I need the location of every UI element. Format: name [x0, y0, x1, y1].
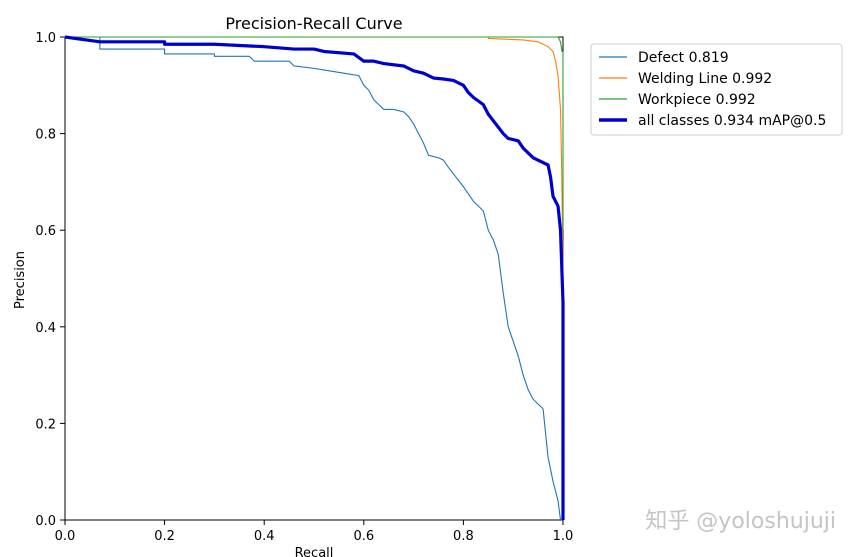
series-defect-line	[65, 36, 562, 521]
watermark: 知乎 @yoloshujuji	[645, 509, 836, 534]
legend-label-welding-line: Welding Line 0.992	[638, 71, 772, 87]
y-tick-label: 1.0	[35, 31, 56, 46]
x-axis-title: Recall	[295, 546, 334, 557]
x-tick-label: 0.0	[55, 529, 76, 544]
y-tick-label: 0.0	[35, 514, 56, 529]
series-workpiece-line	[65, 36, 564, 231]
x-tick-label: 0.8	[453, 529, 474, 544]
plot-area	[64, 35, 565, 521]
plot-frame	[64, 36, 564, 521]
legend-box	[590, 43, 843, 136]
y-axis-title: Precision	[13, 251, 28, 309]
y-axis-ticks: 0.0 0.2 0.4 0.6 0.8 1.0	[35, 31, 65, 529]
y-tick-label: 0.8	[35, 128, 56, 143]
series-welding-line-line	[65, 36, 564, 279]
legend: Defect 0.819 Welding Line 0.992 Workpiec…	[590, 43, 843, 136]
y-tick-label: 0.2	[35, 417, 56, 432]
chart-title: Precision-Recall Curve	[225, 14, 402, 33]
x-axis-ticks: 0.0 0.2 0.4 0.6 0.8 1.0	[55, 520, 574, 544]
series-layer	[64, 35, 565, 521]
y-tick-label: 0.6	[35, 224, 56, 239]
x-tick-label: 1.0	[553, 529, 574, 544]
x-tick-label: 0.6	[353, 529, 374, 544]
y-tick-label: 0.4	[35, 321, 56, 336]
series-all-classes-line	[64, 35, 565, 520]
x-tick-label: 0.2	[154, 529, 175, 544]
x-tick-label: 0.4	[254, 529, 275, 544]
legend-label-workpiece: Workpiece 0.992	[638, 92, 756, 108]
legend-label-all-classes: all classes 0.934 mAP@0.5	[638, 113, 826, 129]
legend-label-defect: Defect 0.819	[638, 50, 729, 66]
